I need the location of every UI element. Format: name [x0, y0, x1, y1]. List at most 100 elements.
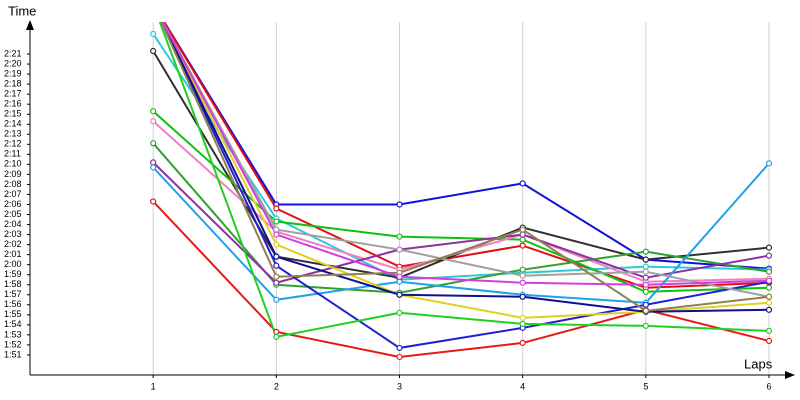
point-marker — [273, 333, 280, 340]
series-line — [162, 22, 770, 289]
point-marker — [273, 262, 280, 269]
series-line — [161, 22, 770, 286]
x-axis-title: Laps — [744, 356, 773, 371]
x-tick-label: 5 — [643, 381, 648, 391]
point-marker — [151, 1, 156, 6]
y-tick-label: 1:55 — [4, 309, 22, 319]
point-marker — [765, 277, 773, 284]
point-marker — [519, 339, 526, 347]
point-marker — [519, 266, 526, 273]
point-marker — [765, 160, 773, 167]
series-line — [152, 142, 770, 294]
point-marker — [150, 108, 157, 115]
point-marker — [273, 241, 280, 248]
x-tick-label: 2 — [274, 381, 279, 391]
point-marker — [519, 231, 526, 238]
point-marker — [273, 328, 280, 335]
y-tick-label: 2:19 — [4, 68, 22, 78]
point-marker — [273, 226, 280, 233]
y-tick-label: 2:08 — [4, 179, 22, 189]
ticks: 1 2 3 4 5 6 1:511:521:531:541:551:561:571:581:… — [4, 48, 772, 391]
point-marker — [150, 118, 157, 125]
y-tick-label: 2:14 — [4, 119, 22, 129]
point-marker — [273, 273, 280, 280]
point-marker — [273, 218, 280, 225]
series-line — [160, 22, 770, 313]
x-tick-label: 6 — [766, 381, 771, 391]
plot-area — [150, 1, 773, 361]
x-arrow — [785, 371, 795, 379]
y-tick-label: 2:18 — [4, 79, 22, 89]
point-marker — [151, 1, 156, 6]
point-marker — [150, 47, 157, 55]
point-marker — [396, 278, 403, 285]
point-marker — [150, 164, 157, 171]
point-marker — [151, 1, 156, 6]
point-marker — [765, 293, 773, 300]
point-marker — [519, 272, 526, 279]
y-tick-label: 2:03 — [4, 229, 22, 239]
point-marker — [151, 1, 156, 6]
point-marker — [765, 268, 773, 275]
y-tick-label: 2:17 — [4, 89, 22, 99]
point-marker — [396, 233, 403, 240]
y-tick-label: 2:20 — [4, 58, 22, 68]
point-marker — [151, 1, 156, 6]
y-tick-label: 2:07 — [4, 189, 22, 199]
y-tick-label: 1:58 — [4, 279, 22, 289]
point-marker — [273, 231, 280, 238]
y-tick-label: 1:59 — [4, 269, 22, 279]
point-marker — [396, 273, 403, 280]
point-marker — [519, 314, 526, 321]
point-marker — [642, 268, 649, 275]
y-tick-label: 1:52 — [4, 339, 22, 349]
point-marker — [151, 1, 156, 6]
y-tick-label: 2:16 — [4, 99, 22, 109]
point-marker — [273, 279, 280, 286]
grid — [152, 22, 770, 375]
point-marker — [396, 353, 403, 361]
point-marker — [642, 263, 649, 270]
point-marker — [765, 306, 773, 313]
y-tick-label: 2:10 — [4, 159, 22, 169]
point-marker — [642, 301, 649, 308]
y-tick-label: 2:02 — [4, 239, 22, 249]
point-marker — [396, 246, 403, 253]
point-marker — [150, 30, 157, 38]
point-marker — [765, 252, 773, 259]
point-marker — [765, 284, 773, 291]
point-marker — [642, 288, 649, 295]
series-line — [152, 161, 770, 284]
x-tick-label: 3 — [397, 381, 402, 391]
x-tick-label: 1 — [151, 381, 156, 391]
point-marker — [642, 307, 649, 314]
point-marker — [273, 205, 280, 212]
y-tick-label: 1:54 — [4, 319, 22, 329]
series-line — [160, 22, 770, 349]
point-marker — [519, 279, 526, 286]
x-tick-label: 4 — [520, 381, 525, 391]
point-marker — [151, 1, 156, 6]
point-marker — [150, 140, 157, 147]
point-marker — [396, 309, 403, 316]
series-line — [161, 22, 770, 319]
series-line — [158, 22, 770, 339]
point-marker — [519, 320, 526, 327]
point-marker — [519, 180, 526, 187]
point-marker — [396, 344, 403, 352]
point-marker — [765, 244, 773, 251]
point-marker — [150, 198, 157, 205]
point-marker — [519, 293, 526, 300]
point-marker — [642, 274, 649, 281]
y-tick-label: 1:57 — [4, 289, 22, 299]
series-line — [152, 162, 770, 304]
y-tick-label: 2:09 — [4, 169, 22, 179]
point-marker — [765, 327, 773, 334]
point-marker — [765, 337, 773, 344]
y-tick-label: 2:15 — [4, 109, 22, 119]
y-tick-label: 1:51 — [4, 349, 22, 359]
point-marker — [642, 322, 649, 329]
y-tick-label: 1:56 — [4, 299, 22, 309]
y-axis-title: Time — [8, 3, 36, 18]
